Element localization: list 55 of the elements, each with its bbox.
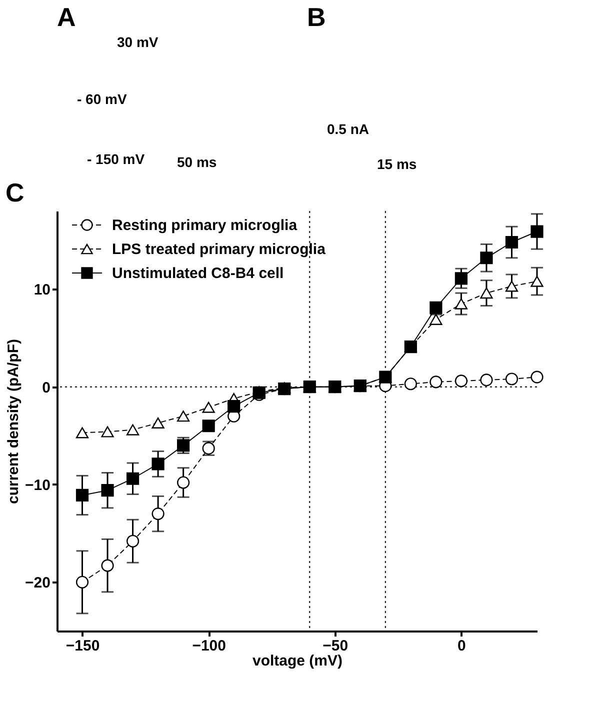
point — [430, 376, 442, 388]
x-tick-label: −150 — [66, 638, 100, 654]
text: - 60 mV — [77, 91, 128, 107]
point — [505, 372, 518, 386]
point — [480, 288, 493, 299]
text: - 150 mV — [87, 151, 146, 167]
point — [152, 417, 164, 428]
point — [152, 458, 164, 470]
x-tick-label: 0 — [458, 638, 466, 654]
x-axis-title: voltage (mV) — [252, 652, 343, 670]
point — [101, 426, 114, 438]
y-axis-title: current density (pA/pF) — [5, 338, 22, 504]
x-tick-label: −100 — [192, 638, 226, 654]
point — [530, 276, 544, 287]
point — [76, 576, 89, 588]
legend-label: Resting primary microglia — [112, 217, 298, 234]
point — [454, 374, 468, 388]
point — [505, 280, 518, 292]
point — [76, 427, 89, 438]
point — [177, 476, 190, 489]
point — [228, 400, 240, 413]
point — [454, 298, 468, 310]
point — [480, 252, 493, 264]
point — [101, 484, 114, 497]
y-tick-label: 10 — [34, 282, 50, 299]
legend-label: LPS treated primary microglia — [112, 241, 326, 258]
y-tick-label: −20 — [25, 574, 50, 592]
x-tick-label: −50 — [322, 638, 348, 654]
point — [177, 410, 190, 422]
y-tick-label: 0 — [42, 379, 50, 396]
y-tick-label: −10 — [25, 476, 50, 494]
point — [202, 420, 215, 432]
point — [404, 378, 417, 390]
point — [177, 439, 190, 452]
point — [454, 272, 468, 285]
legend-label: Unstimulated C8-B4 cell — [112, 265, 284, 282]
point — [126, 424, 140, 436]
point — [152, 508, 164, 520]
point — [505, 236, 518, 249]
point — [430, 301, 442, 314]
point — [126, 534, 140, 548]
point — [126, 472, 140, 485]
text: 0.5 nA — [327, 121, 370, 137]
point — [202, 402, 215, 413]
point — [480, 374, 493, 386]
point — [101, 559, 114, 572]
point — [76, 488, 89, 502]
text: A — [57, 2, 76, 32]
text: 30 mV — [117, 34, 159, 50]
chart-title: C — [6, 178, 25, 208]
text: B — [307, 2, 326, 32]
point — [530, 370, 544, 384]
point — [530, 225, 544, 238]
text: 50 ms — [177, 154, 217, 170]
text: 15 ms — [377, 156, 417, 172]
